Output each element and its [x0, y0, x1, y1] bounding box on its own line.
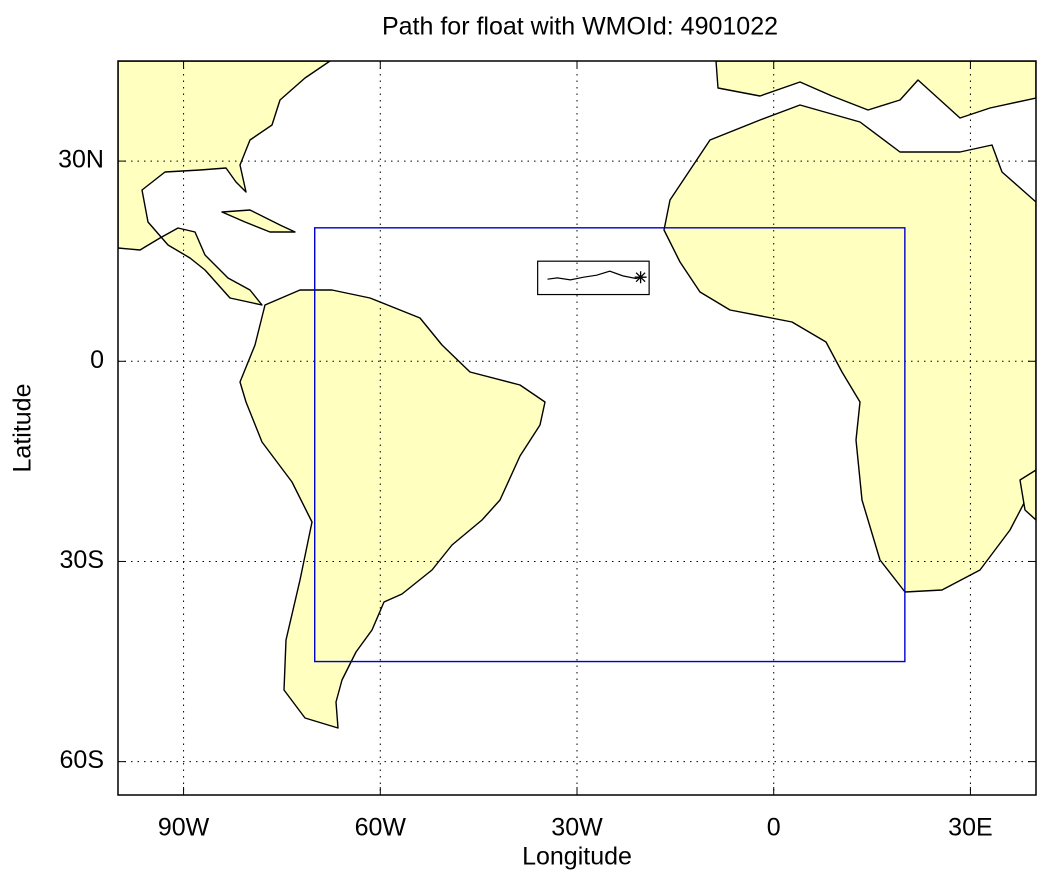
land-layer: [118, 61, 1036, 729]
south-america: [239, 289, 546, 729]
x-tick-label: 30W: [551, 814, 603, 842]
y-tick-label: 30S: [60, 546, 104, 574]
x-tick-label: 60W: [355, 814, 407, 842]
north-america: [118, 61, 331, 306]
madagascar: [1019, 469, 1036, 521]
y-axis-label: Latitude: [9, 384, 37, 473]
y-tick-label: 60S: [60, 746, 104, 774]
y-tick-label: 30N: [58, 146, 104, 174]
x-tick-label: 0: [767, 814, 781, 842]
x-tick-label: 30E: [948, 814, 992, 842]
y-tick-label: 0: [90, 346, 104, 374]
x-axis-label: Longitude: [522, 843, 632, 871]
float-last-position: [634, 271, 647, 284]
africa: [663, 104, 1036, 593]
float-path: [547, 270, 641, 281]
chart-title: Path for float with WMOId: 4901022: [382, 13, 778, 41]
cuba: [221, 209, 296, 233]
europe: [715, 61, 1036, 119]
x-tick-label: 90W: [158, 814, 210, 842]
region-box: [314, 227, 906, 663]
inset-box: [537, 260, 650, 296]
grid: [118, 61, 1036, 795]
